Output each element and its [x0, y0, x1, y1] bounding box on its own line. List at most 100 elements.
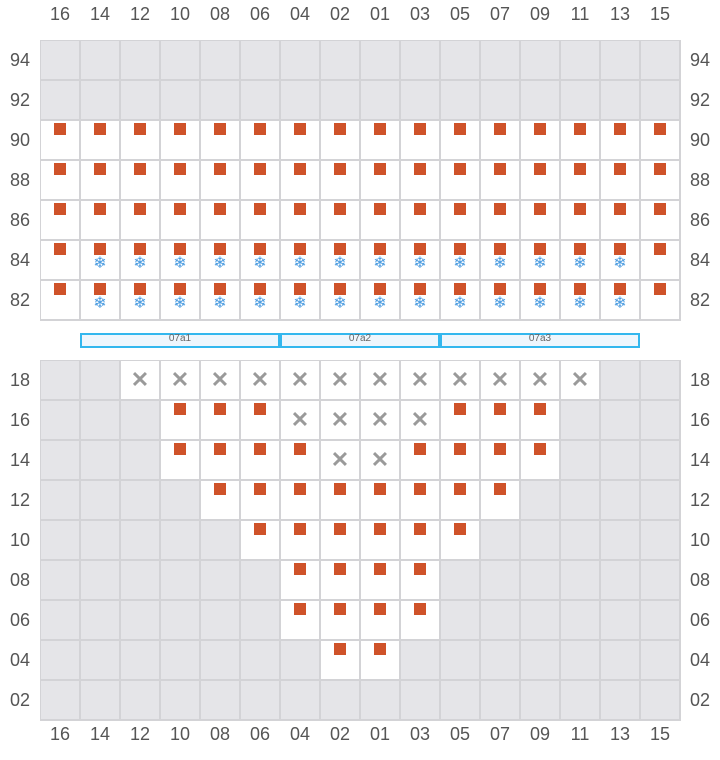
seat-cell[interactable]: [201, 481, 239, 519]
seat-cell[interactable]: ✕: [361, 361, 399, 399]
seat-cell[interactable]: [521, 121, 559, 159]
seat-cell[interactable]: ❄: [121, 281, 159, 319]
seat-cell[interactable]: ✕: [441, 361, 479, 399]
seat-cell[interactable]: [361, 201, 399, 239]
seat-cell[interactable]: [121, 201, 159, 239]
seat-cell[interactable]: [321, 561, 359, 599]
seat-cell[interactable]: ❄: [321, 241, 359, 279]
seat-cell[interactable]: [281, 601, 319, 639]
seat-cell[interactable]: [41, 281, 79, 319]
seat-cell[interactable]: [401, 121, 439, 159]
seat-cell[interactable]: ✕: [561, 361, 599, 399]
seat-cell[interactable]: [361, 641, 399, 679]
seat-cell[interactable]: ✕: [361, 401, 399, 439]
seat-cell[interactable]: [441, 121, 479, 159]
seat-cell[interactable]: ❄: [601, 281, 639, 319]
seat-cell[interactable]: [361, 161, 399, 199]
seat-cell[interactable]: [321, 161, 359, 199]
seat-cell[interactable]: [281, 521, 319, 559]
zone-bar[interactable]: 07a2: [280, 333, 440, 348]
seat-cell[interactable]: [441, 201, 479, 239]
seat-cell[interactable]: [441, 441, 479, 479]
seat-cell[interactable]: ✕: [521, 361, 559, 399]
seat-cell[interactable]: [161, 441, 199, 479]
seat-cell[interactable]: ✕: [321, 441, 359, 479]
seat-cell[interactable]: [401, 441, 439, 479]
seat-cell[interactable]: ✕: [161, 361, 199, 399]
seat-cell[interactable]: [81, 201, 119, 239]
seat-cell[interactable]: [241, 481, 279, 519]
seat-cell[interactable]: [601, 161, 639, 199]
seat-cell[interactable]: ❄: [241, 241, 279, 279]
seat-cell[interactable]: [321, 201, 359, 239]
seat-cell[interactable]: ❄: [321, 281, 359, 319]
seat-cell[interactable]: [641, 241, 679, 279]
seat-cell[interactable]: [161, 201, 199, 239]
seat-cell[interactable]: [641, 161, 679, 199]
seat-cell[interactable]: ✕: [201, 361, 239, 399]
seat-cell[interactable]: ✕: [401, 401, 439, 439]
seat-cell[interactable]: [401, 601, 439, 639]
seat-cell[interactable]: [281, 201, 319, 239]
seat-cell[interactable]: ❄: [241, 281, 279, 319]
seat-cell[interactable]: [321, 121, 359, 159]
seat-cell[interactable]: ❄: [121, 241, 159, 279]
seat-cell[interactable]: ❄: [521, 281, 559, 319]
seat-cell[interactable]: [321, 481, 359, 519]
seat-cell[interactable]: [361, 601, 399, 639]
seat-cell[interactable]: [641, 201, 679, 239]
seat-cell[interactable]: [361, 121, 399, 159]
seat-cell[interactable]: [481, 401, 519, 439]
seat-cell[interactable]: [441, 481, 479, 519]
seat-cell[interactable]: ❄: [441, 281, 479, 319]
seat-cell[interactable]: [561, 161, 599, 199]
seat-cell[interactable]: [161, 161, 199, 199]
seat-cell[interactable]: [641, 281, 679, 319]
seat-cell[interactable]: [201, 121, 239, 159]
seat-cell[interactable]: [241, 161, 279, 199]
seat-cell[interactable]: ✕: [241, 361, 279, 399]
seat-cell[interactable]: ❄: [281, 281, 319, 319]
seat-cell[interactable]: ❄: [81, 281, 119, 319]
seat-cell[interactable]: [521, 201, 559, 239]
seat-cell[interactable]: [161, 401, 199, 439]
seat-cell[interactable]: [41, 121, 79, 159]
seat-cell[interactable]: [241, 201, 279, 239]
seat-cell[interactable]: [121, 121, 159, 159]
seat-cell[interactable]: [281, 561, 319, 599]
seat-cell[interactable]: [121, 161, 159, 199]
seat-cell[interactable]: [241, 441, 279, 479]
seat-cell[interactable]: [41, 201, 79, 239]
seat-cell[interactable]: [361, 521, 399, 559]
seat-cell[interactable]: [241, 521, 279, 559]
seat-cell[interactable]: [441, 401, 479, 439]
zone-bar[interactable]: 07a3: [440, 333, 640, 348]
seat-cell[interactable]: ❄: [521, 241, 559, 279]
seat-cell[interactable]: [361, 561, 399, 599]
zone-bar[interactable]: 07a1: [80, 333, 280, 348]
seat-cell[interactable]: [561, 201, 599, 239]
seat-cell[interactable]: [601, 121, 639, 159]
seat-cell[interactable]: [401, 201, 439, 239]
seat-cell[interactable]: [201, 161, 239, 199]
seat-cell[interactable]: [641, 121, 679, 159]
seat-cell[interactable]: [201, 441, 239, 479]
seat-cell[interactable]: [281, 121, 319, 159]
seat-cell[interactable]: [81, 161, 119, 199]
seat-cell[interactable]: ❄: [201, 241, 239, 279]
seat-cell[interactable]: ✕: [281, 361, 319, 399]
seat-cell[interactable]: ❄: [361, 281, 399, 319]
seat-cell[interactable]: [481, 161, 519, 199]
seat-cell[interactable]: ❄: [481, 281, 519, 319]
seat-cell[interactable]: [241, 121, 279, 159]
seat-cell[interactable]: [321, 521, 359, 559]
seat-cell[interactable]: [401, 561, 439, 599]
seat-cell[interactable]: [481, 441, 519, 479]
seat-cell[interactable]: [41, 241, 79, 279]
seat-cell[interactable]: [521, 401, 559, 439]
seat-cell[interactable]: [561, 121, 599, 159]
seat-cell[interactable]: ❄: [481, 241, 519, 279]
seat-cell[interactable]: ❄: [401, 281, 439, 319]
seat-cell[interactable]: ✕: [361, 441, 399, 479]
seat-cell[interactable]: ❄: [81, 241, 119, 279]
